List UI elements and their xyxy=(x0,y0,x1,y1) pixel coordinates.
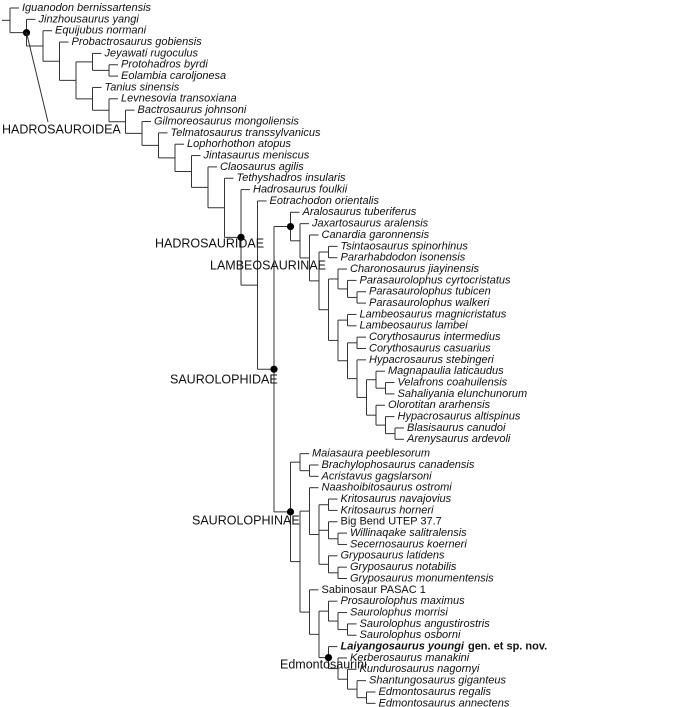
taxon-label: Equijubus normani xyxy=(55,25,147,37)
taxon-label: Corythosaurus intermedius xyxy=(369,331,501,343)
taxon-label: Lambeosaurus magnicristatus xyxy=(360,308,507,320)
clade-node xyxy=(286,222,295,231)
taxon-label: Pararhabdodon isonensis xyxy=(341,252,466,264)
taxon-label: Tethyshadros insularis xyxy=(237,172,347,184)
taxon-label: Probactrosaurus gobiensis xyxy=(72,36,203,48)
taxon-label: Gryposaurus latidens xyxy=(341,550,445,562)
taxon-label: Bactrosaurus johnsoni xyxy=(138,104,247,116)
clade-label: SAUROLOPHIDAE xyxy=(170,372,278,386)
taxon-label: Protohadros byrdi xyxy=(121,59,208,71)
clade-node xyxy=(324,653,333,662)
taxon-label: Jinzhousaurus yangi xyxy=(38,13,140,25)
clade-label: LAMBEOSAURINAE xyxy=(210,258,326,272)
taxon-label: Hadrosaurus foulkii xyxy=(253,184,348,196)
clade-node xyxy=(270,365,278,373)
taxon-label: Claosaurus agilis xyxy=(220,161,304,173)
clade-node xyxy=(286,508,295,516)
taxon-label: Gilmoreosaurus mongoliensis xyxy=(154,115,299,127)
taxon-label: Edmontosaurus annectens xyxy=(379,697,510,707)
taxon-label: Edmontosaurus regalis xyxy=(379,686,492,698)
taxon-label: Gryposaurus notabilis xyxy=(350,561,457,573)
taxon-label: Saurolophus morrisi xyxy=(350,606,448,618)
taxon-label: Blasisaurus canudoi xyxy=(407,422,506,434)
taxon-label: Saurolophus osborni xyxy=(360,629,461,641)
taxon-label: Maiasaura peeblesorum xyxy=(312,448,430,460)
clade-label: HADROSAUROIDEA xyxy=(2,122,121,136)
taxon-label: Sabinosaur PASAC 1 xyxy=(322,584,426,596)
taxon-label: Prosaurolophus maximus xyxy=(341,595,466,607)
taxon-label: Shantungosaurus giganteus xyxy=(369,675,506,687)
clade-label: HADROSAURIDAE xyxy=(155,236,264,250)
taxon-name: Laiyangosaurus youngi xyxy=(341,641,465,653)
taxon-label: Arenysaurus ardevoli xyxy=(406,433,511,445)
taxon-label: Canardia garonnensis xyxy=(322,229,430,241)
taxon-label: Parasaurolophus tubicen xyxy=(369,286,491,298)
taxon-label: Willinaqake salitralensis xyxy=(350,527,467,539)
taxon-label: Kerberosaurus manakini xyxy=(350,652,470,664)
clade-pointer xyxy=(26,32,49,123)
taxon-label: Kritosaurus horneri xyxy=(341,504,434,516)
taxon-label: Iguanodon bernissartensis xyxy=(22,2,152,14)
taxon-label: Jaxartosaurus aralensis xyxy=(311,218,429,230)
clade-label: Edmontosaurini xyxy=(280,657,367,671)
taxon-label: Charonosaurus jiayinensis xyxy=(350,263,480,275)
taxon-label: Hypacrosaurus altispinus xyxy=(398,411,521,423)
taxon-label: Telmatosaurus transsylvanicus xyxy=(171,127,321,139)
taxon-label: Gryposaurus monumentensis xyxy=(350,572,494,584)
taxon-label: Jintasaurus meniscus xyxy=(203,149,310,161)
taxon-label: Lophorhothon atopus xyxy=(187,138,291,150)
taxon-label: Hypacrosaurus stebingeri xyxy=(369,354,494,366)
clade-node xyxy=(237,233,245,241)
taxon-label: Sahaliyania elunchunorum xyxy=(398,388,528,400)
taxon-label: Saurolophus angustirostris xyxy=(360,618,491,630)
taxon-label: Brachylophosaurus canadensis xyxy=(322,459,475,471)
taxon-label: Eolambia caroljonesa xyxy=(121,70,226,82)
taxon-label: Secernosaurus koerneri xyxy=(350,538,467,550)
taxon-label: Tanius sinensis xyxy=(105,81,180,93)
taxon-label: Magnapaulia laticaudus xyxy=(388,365,504,377)
taxon-label: Big Bend UTEP 37.7 xyxy=(341,516,442,528)
taxon-label: Jeyawati rugoculus xyxy=(104,47,199,59)
taxon-label: Levnesovia transoxiana xyxy=(121,93,237,105)
taxon-label: Eotrachodon orientalis xyxy=(270,195,380,207)
taxon-note: gen. et sp. nov. xyxy=(468,641,547,653)
taxon-label: Olorotitan ararhensis xyxy=(388,399,491,411)
taxon-label: Corythosaurus casuarius xyxy=(369,342,491,354)
taxon-label: Tsintaosaurus spinorhinus xyxy=(341,240,469,252)
taxon-label: Kritosaurus navajovius xyxy=(341,493,452,505)
taxon-label: Naashoibitosaurus ostromi xyxy=(322,482,453,494)
taxon-label: Parasaurolophus cyrtocristatus xyxy=(360,274,512,286)
taxon-label: Laiyangosaurus youngi gen. et sp. nov. xyxy=(341,641,548,653)
clade-label: SAUROLOPHINAE xyxy=(192,513,300,527)
taxon-label: Velafrons coahuilensis xyxy=(398,376,508,388)
taxon-label: Aralosaurus tuberiferus xyxy=(302,206,417,218)
taxon-label: Lambeosaurus lambei xyxy=(360,320,469,332)
taxon-label: Parasaurolophus walkeri xyxy=(369,297,490,309)
taxon-label: Acristavus gagslarsoni xyxy=(321,470,433,482)
taxon-label: Kundurosaurus nagornyi xyxy=(360,663,480,675)
